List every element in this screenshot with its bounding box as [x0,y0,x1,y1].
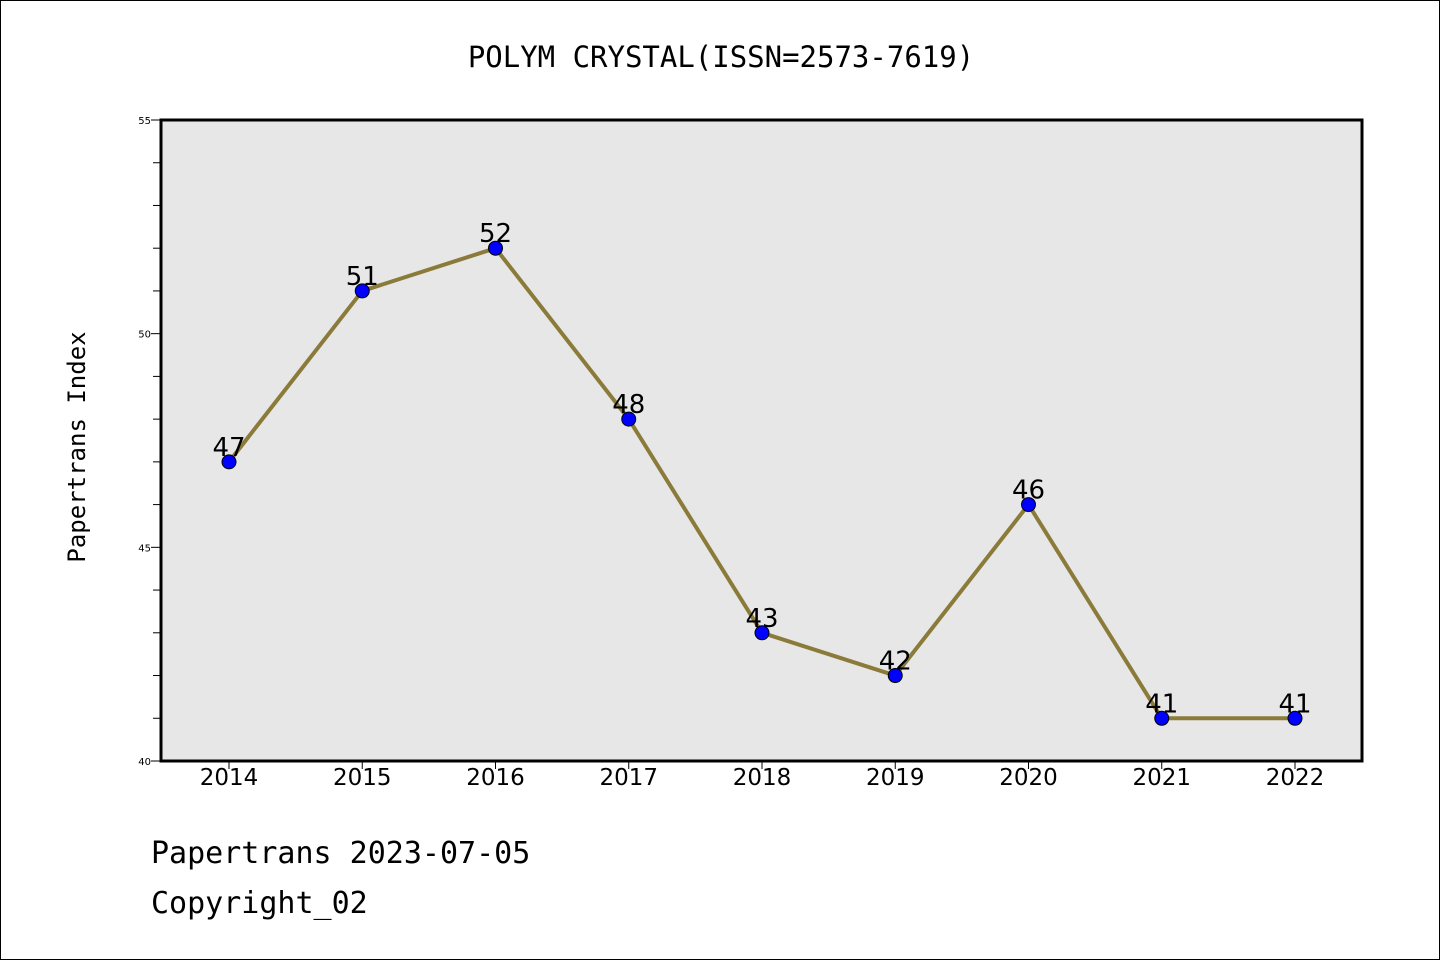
x-tick-label: 2015 [333,765,392,791]
data-label: 52 [479,219,512,249]
x-tick-label: 2014 [200,765,259,791]
data-label: 46 [1012,476,1045,506]
data-point [1287,710,1303,726]
data-points [221,240,1303,726]
y-axis-label: Papertrans Index [63,331,91,562]
y-tick-label: 50 [138,330,151,341]
x-tick-label: 2020 [999,765,1058,791]
y-axis: 40 45 50 55 [138,116,161,768]
footer-date-text: Papertrans 2023-07-05 [151,836,531,871]
x-tick-label: 2021 [1132,765,1191,791]
footer-copyright-text: Copyright_02 [151,886,368,921]
data-point [754,625,770,641]
data-label: 41 [1278,689,1311,719]
data-point [488,240,503,256]
y-tick-label: 40 [138,757,151,768]
data-label: 47 [212,433,245,463]
data-point [354,283,370,299]
data-label: 41 [1145,689,1178,719]
x-tick-label: 2022 [1266,765,1325,791]
data-point [621,411,637,427]
x-tick-label: 2016 [466,765,525,791]
data-point [887,668,903,684]
data-label: 51 [346,262,379,292]
x-tick-label: 2019 [866,765,925,791]
x-tick-label: 2017 [599,765,658,791]
plot-area [161,120,1362,761]
data-point [1154,710,1170,726]
y-tick-label: 45 [138,543,151,554]
data-labels: 47 51 52 48 43 42 46 41 41 [212,219,1311,719]
data-label: 43 [745,604,778,634]
plot-border [159,118,1364,763]
data-point [221,454,237,470]
data-label: 48 [612,390,645,420]
x-tick-label: 2018 [733,765,792,791]
data-label: 42 [879,647,912,677]
x-axis: 2014 2015 2016 2017 2018 2019 2020 2021 2022 [200,761,1325,791]
data-point [1021,497,1036,513]
chart-title: POLYM CRYSTAL(ISSN=2573-7619) [468,40,974,74]
y-tick-label: 55 [138,116,151,127]
